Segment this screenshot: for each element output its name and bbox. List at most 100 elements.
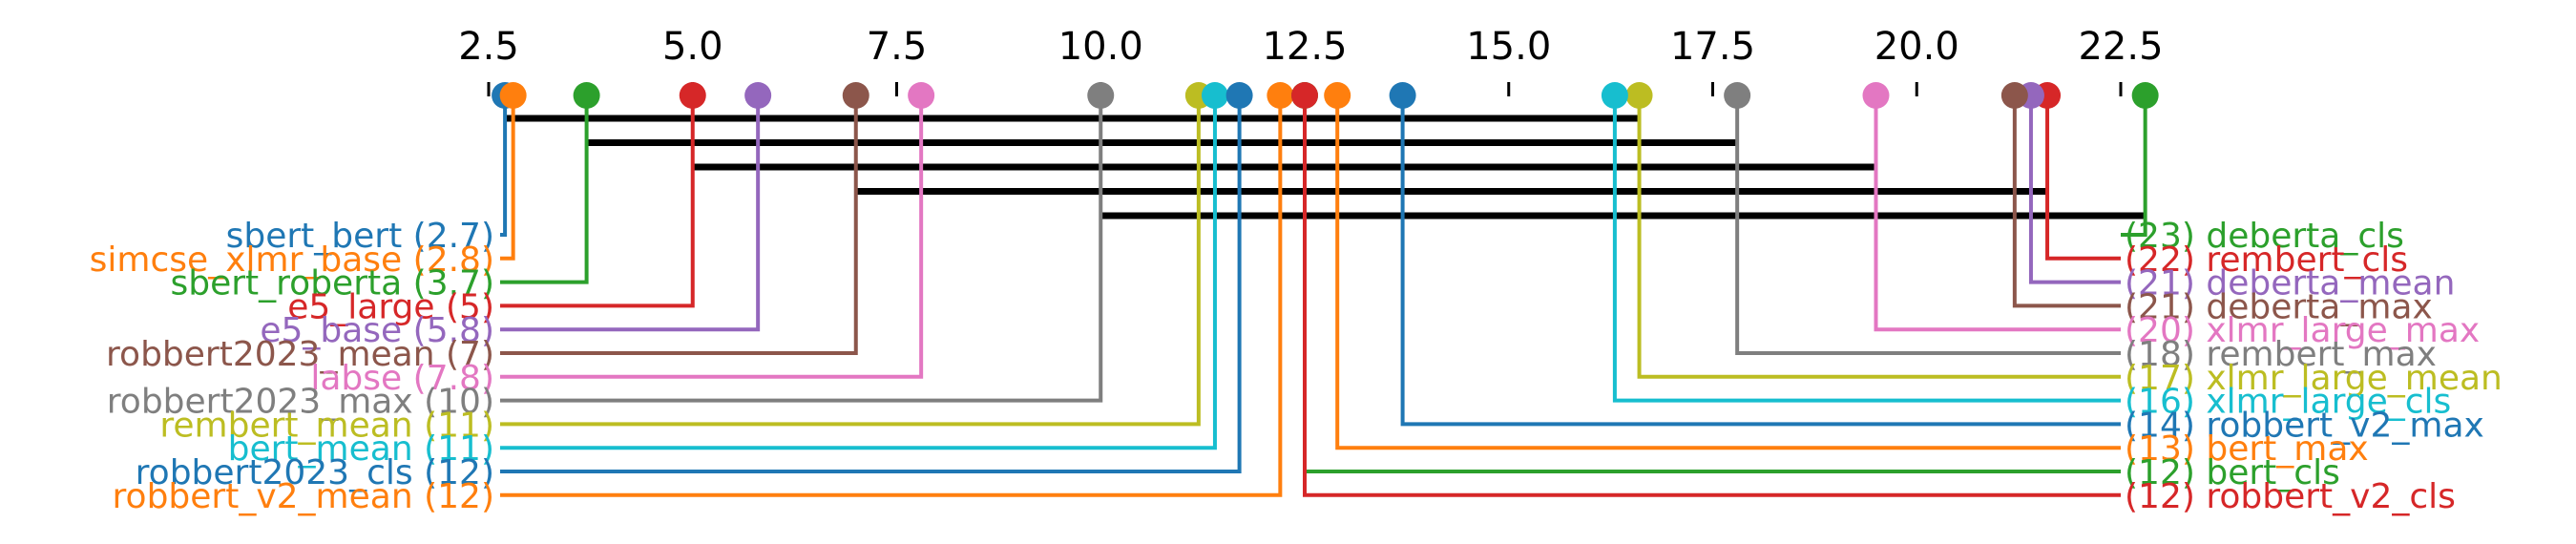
model-connector (1400, 95, 2121, 427)
rank-value: 7 (459, 335, 481, 374)
rank-value: 21 (2138, 287, 2182, 326)
rank-close: ) (481, 429, 494, 469)
model-labels: sbert_bert (2.7)simcse_xlmr_base (2.8)sb… (90, 217, 2503, 516)
model-connector (500, 95, 589, 284)
rank-open: ( (2125, 477, 2138, 516)
model-name: xlmr_large_max (2206, 311, 2480, 350)
model-connector (500, 95, 924, 379)
model-name: rembert_max (2206, 335, 2437, 374)
model-markers (492, 82, 2159, 109)
model-name: labse (310, 359, 402, 398)
rank-close: ) (481, 241, 494, 280)
model-name: sbert_roberta (171, 264, 403, 303)
model-label: e5_base (5.8) (260, 311, 494, 350)
model-name: sbert_bert (226, 217, 403, 256)
rank-marker (1225, 82, 1253, 109)
model-label: (16) xlmr_large_cls (2125, 383, 2451, 422)
rank-value: 7.8 (427, 359, 481, 398)
rank-value: 14 (2138, 406, 2182, 445)
rank-close: ) (2182, 429, 2207, 469)
rank-value: 12 (2138, 477, 2182, 516)
rank-value: 22 (2138, 241, 2182, 280)
rank-value: 2.8 (427, 241, 481, 280)
model-connectors (500, 95, 2147, 497)
rank-open: ( (413, 453, 438, 492)
model-label: rembert_mean (11) (159, 406, 494, 445)
model-connector (500, 95, 1283, 497)
model-connector (1637, 95, 2121, 379)
model-name: deberta_mean (2206, 264, 2455, 303)
rank-marker (842, 82, 869, 109)
rank-close: ) (2182, 359, 2207, 398)
rank-marker (1862, 82, 1890, 109)
tick-label: 2.5 (458, 25, 519, 69)
rank-marker (573, 82, 600, 109)
rank-marker (1724, 82, 1751, 109)
model-connector (1874, 95, 2121, 332)
rank-open: ( (413, 406, 438, 445)
rank-close: ) (481, 217, 494, 256)
rank-open: ( (2125, 383, 2138, 422)
model-name: e5_base (260, 311, 402, 350)
rank-open: ( (2125, 429, 2138, 469)
model-label: (14) robbert_v2_max (2125, 406, 2484, 445)
rank-value: 11 (437, 429, 481, 469)
model-name: deberta_max (2206, 287, 2432, 326)
model-connector (500, 95, 515, 261)
rank-value: 2.7 (427, 217, 481, 256)
model-label: (18) rembert_max (2125, 335, 2437, 374)
model-label: sbert_bert (2.7) (226, 217, 494, 256)
rank-close: ) (481, 311, 494, 350)
rank-close: ) (481, 477, 494, 516)
tick-label: 20.0 (1874, 25, 1959, 69)
model-name: robbert2023_max (107, 383, 413, 422)
model-label: (13) bert_max (2125, 429, 2369, 469)
rank-close: ) (2182, 406, 2207, 445)
rank-value: 20 (2138, 311, 2182, 350)
model-connector (500, 95, 858, 355)
model-label: e5_large (5) (287, 287, 494, 326)
rank-open: ( (402, 311, 427, 350)
model-name: bert_mean (228, 429, 413, 469)
model-label: (23) deberta_cls (2125, 217, 2404, 256)
rank-value: 11 (437, 406, 481, 445)
rank-marker (1267, 82, 1294, 109)
model-name: simcse_xlmr_base (90, 241, 403, 280)
rank-marker (2131, 82, 2159, 109)
rank-value: 10 (437, 383, 481, 422)
model-name: robbert_v2_cls (2206, 477, 2456, 516)
rank-marker (1291, 82, 1318, 109)
rank-marker (1601, 82, 1628, 109)
model-name: deberta_cls (2206, 217, 2404, 256)
model-label: (22) rembert_cls (2125, 241, 2408, 280)
rank-marker (1201, 82, 1228, 109)
rank-close: ) (2182, 477, 2207, 516)
rank-value: 3.7 (427, 264, 481, 303)
model-connector (2028, 95, 2121, 284)
tick-label: 17.5 (1670, 25, 1755, 69)
model-label: robbert2023_max (10) (107, 383, 494, 422)
rank-value: 12 (437, 453, 481, 492)
rank-value: 17 (2138, 359, 2182, 398)
model-connector (1612, 95, 2121, 403)
rank-value: 13 (2138, 429, 2182, 469)
rank-axis: 2.5 5.0 7.5 10.0 12.5 15.0 17.5 20.0 22.5 (458, 25, 2164, 96)
rank-close: ) (481, 359, 494, 398)
model-label: (21) deberta_mean (2125, 264, 2455, 303)
model-label: (12) robbert_v2_cls (2125, 477, 2456, 516)
model-connector (500, 95, 1201, 427)
rank-value: 5.8 (427, 311, 481, 350)
rank-close: ) (481, 335, 494, 374)
model-name: robbert2023_mean (106, 335, 435, 374)
model-label: robbert2023_cls (12) (136, 453, 494, 492)
rank-open: ( (402, 241, 427, 280)
rank-close: ) (481, 453, 494, 492)
tick-label: 15.0 (1466, 25, 1551, 69)
model-connector (1335, 95, 2121, 450)
rank-close: ) (2182, 264, 2207, 303)
rank-marker (1389, 82, 1416, 109)
rank-close: ) (481, 264, 494, 303)
tick-label: 10.0 (1058, 25, 1143, 69)
model-name: robbert_v2_mean (113, 477, 413, 516)
model-connector (1303, 95, 2121, 497)
